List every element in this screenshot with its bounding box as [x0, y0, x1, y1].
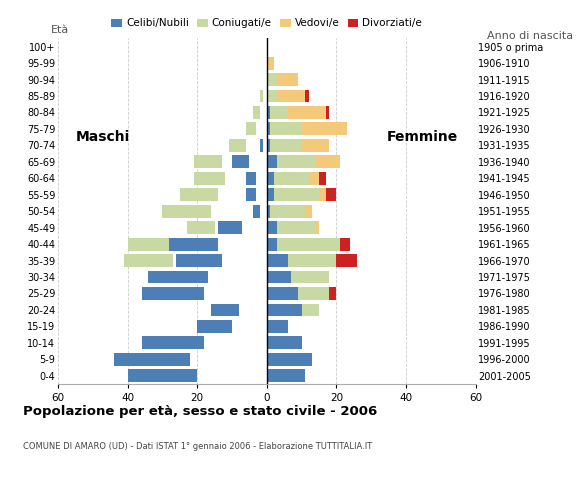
Bar: [267, 73, 277, 86]
Bar: [302, 303, 319, 316]
Bar: [270, 106, 288, 119]
Text: Maschi: Maschi: [75, 130, 130, 144]
Bar: [260, 139, 263, 152]
Bar: [267, 271, 291, 284]
Bar: [180, 188, 218, 201]
Bar: [114, 353, 190, 366]
Bar: [148, 271, 208, 284]
Bar: [169, 238, 218, 251]
Bar: [288, 254, 336, 267]
Bar: [277, 238, 340, 251]
Bar: [267, 353, 312, 366]
Bar: [270, 122, 302, 135]
Bar: [274, 172, 309, 185]
Bar: [267, 122, 270, 135]
Text: Età: Età: [51, 25, 69, 35]
Text: COMUNE DI AMARO (UD) - Dati ISTAT 1° gennaio 2006 - Elaborazione TUTTITALIA.IT: COMUNE DI AMARO (UD) - Dati ISTAT 1° gen…: [23, 442, 372, 451]
Bar: [267, 336, 302, 349]
Bar: [267, 90, 277, 102]
Bar: [128, 369, 197, 382]
Bar: [305, 205, 312, 217]
Bar: [190, 188, 204, 201]
Bar: [267, 106, 270, 119]
Bar: [128, 238, 173, 251]
Bar: [267, 320, 288, 333]
Bar: [267, 188, 274, 201]
Bar: [229, 139, 246, 152]
Bar: [162, 205, 211, 217]
Bar: [218, 172, 222, 185]
Bar: [277, 73, 298, 86]
Bar: [326, 188, 336, 201]
Bar: [291, 271, 329, 284]
Legend: Celibi/Nubili, Coniugati/e, Vedovi/e, Divorziati/e: Celibi/Nubili, Coniugati/e, Vedovi/e, Di…: [107, 14, 426, 33]
Bar: [253, 106, 260, 119]
Bar: [260, 90, 263, 102]
Bar: [277, 90, 305, 102]
Bar: [274, 188, 319, 201]
Bar: [277, 221, 316, 234]
Bar: [267, 172, 274, 185]
Bar: [267, 254, 288, 267]
Bar: [194, 156, 222, 168]
Bar: [246, 122, 256, 135]
Bar: [232, 303, 235, 316]
Bar: [267, 221, 277, 234]
Bar: [302, 122, 347, 135]
Bar: [194, 172, 225, 185]
Bar: [180, 271, 194, 284]
Bar: [267, 57, 274, 70]
Bar: [267, 139, 270, 152]
Bar: [246, 188, 256, 201]
Bar: [305, 90, 309, 102]
Bar: [211, 303, 239, 316]
Bar: [270, 205, 305, 217]
Bar: [187, 271, 190, 284]
Bar: [340, 238, 350, 251]
Bar: [316, 156, 340, 168]
Bar: [267, 156, 277, 168]
Bar: [246, 172, 256, 185]
Bar: [302, 139, 329, 152]
Bar: [336, 254, 357, 267]
Bar: [124, 254, 173, 267]
Bar: [288, 106, 326, 119]
Bar: [319, 172, 326, 185]
Bar: [142, 287, 204, 300]
Bar: [131, 238, 152, 251]
Bar: [267, 287, 298, 300]
Bar: [267, 303, 302, 316]
Bar: [208, 221, 211, 234]
Text: Femmine: Femmine: [387, 130, 458, 144]
Bar: [329, 287, 336, 300]
Bar: [232, 139, 239, 152]
Bar: [218, 221, 242, 234]
Bar: [319, 188, 326, 201]
Bar: [267, 369, 305, 382]
Bar: [197, 320, 232, 333]
Bar: [267, 205, 270, 217]
Bar: [270, 139, 302, 152]
Bar: [267, 238, 277, 251]
Bar: [277, 156, 316, 168]
Bar: [142, 336, 204, 349]
Text: Popolazione per età, sesso e stato civile - 2006: Popolazione per età, sesso e stato civil…: [23, 405, 378, 418]
Bar: [190, 287, 197, 300]
Bar: [232, 156, 249, 168]
Text: Anno di nascita: Anno di nascita: [487, 31, 573, 41]
Bar: [309, 172, 319, 185]
Bar: [316, 221, 319, 234]
Bar: [326, 106, 329, 119]
Bar: [176, 254, 222, 267]
Bar: [298, 287, 329, 300]
Bar: [253, 205, 260, 217]
Bar: [208, 156, 215, 168]
Bar: [187, 221, 215, 234]
